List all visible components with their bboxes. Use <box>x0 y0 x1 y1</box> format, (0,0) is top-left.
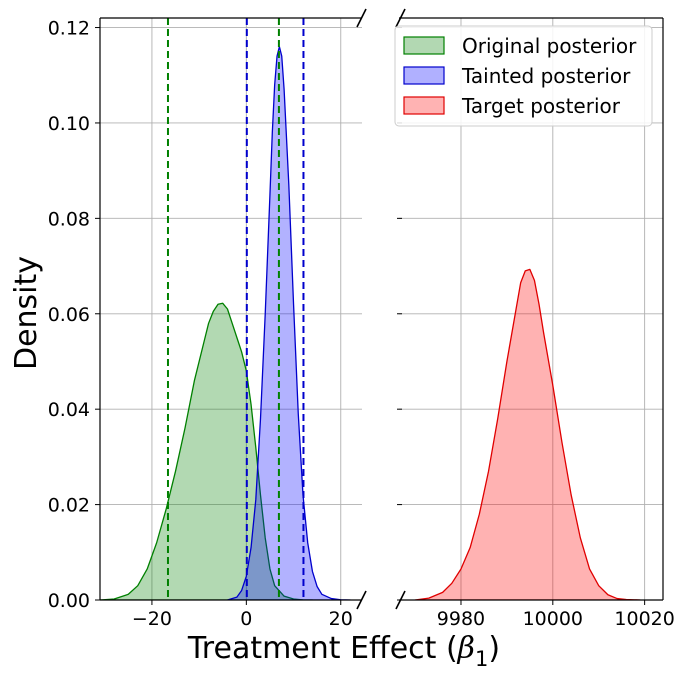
y-tick-label: 0.04 <box>48 399 90 421</box>
x-axis-label-close: ) <box>488 631 500 666</box>
y-tick-label: 0.02 <box>48 495 90 517</box>
break-mark-left-bottom <box>356 590 367 610</box>
y-axis-ticks: 0.00 0.02 0.04 0.06 0.08 0.10 0.12 <box>48 18 100 612</box>
x-axis-label-beta: β <box>457 631 475 666</box>
legend-swatch-original <box>403 36 445 55</box>
right-series <box>414 268 641 600</box>
legend-label-original: Original posterior <box>462 34 637 58</box>
break-mark-right-top <box>395 8 406 28</box>
legend-label-target: Target posterior <box>461 94 621 118</box>
left-series <box>100 45 351 600</box>
right-xtick-label: 10020 <box>614 608 674 630</box>
right-xtick-label: 9980 <box>437 608 485 630</box>
legend-swatch-target <box>403 96 445 115</box>
left-xtick-label: −20 <box>132 608 172 630</box>
y-tick-label: 0.06 <box>48 304 90 326</box>
y-tick-label: 0.08 <box>48 208 90 230</box>
y-tick-label: 0.10 <box>48 113 90 135</box>
x-axis-label-sub: 1 <box>475 647 488 671</box>
series-original-posterior-area <box>100 302 314 600</box>
left-panel: −20 0 20 0.00 0.02 0.04 0.06 0.08 0.10 0.12 <box>48 17 362 630</box>
left-xticks: −20 0 20 <box>132 600 353 630</box>
x-axis-label-main: Treatment Effect ( <box>187 631 458 666</box>
break-mark-left-top <box>356 8 367 28</box>
break-mark-right-bottom <box>395 590 406 610</box>
right-panel: 9980 10000 10020 <box>397 17 675 630</box>
left-vlines <box>166 18 305 600</box>
legend-swatch-tainted <box>403 66 445 85</box>
axis-break-marks <box>356 8 406 610</box>
left-xtick-label: 20 <box>329 608 353 630</box>
y-axis-label: Density <box>9 256 44 370</box>
left-grid <box>100 18 362 600</box>
right-xtick-label: 10000 <box>523 608 583 630</box>
legend: Original posterior Tainted posterior Tar… <box>394 25 653 127</box>
left-spines <box>99 17 362 601</box>
x-axis-label: Treatment Effect (β1) <box>187 631 500 671</box>
right-xticks: 9980 10000 10020 <box>437 600 675 630</box>
legend-label-tainted: Tainted posterior <box>461 64 631 88</box>
y-tick-label: 0.12 <box>48 18 90 40</box>
series-target-posterior-area <box>414 268 641 600</box>
right-spines <box>399 17 664 601</box>
y-tick-label: 0.00 <box>48 590 90 612</box>
legend-frame <box>394 25 653 127</box>
series-tainted-posterior-area <box>226 45 351 600</box>
left-xtick-label: 0 <box>240 608 252 630</box>
